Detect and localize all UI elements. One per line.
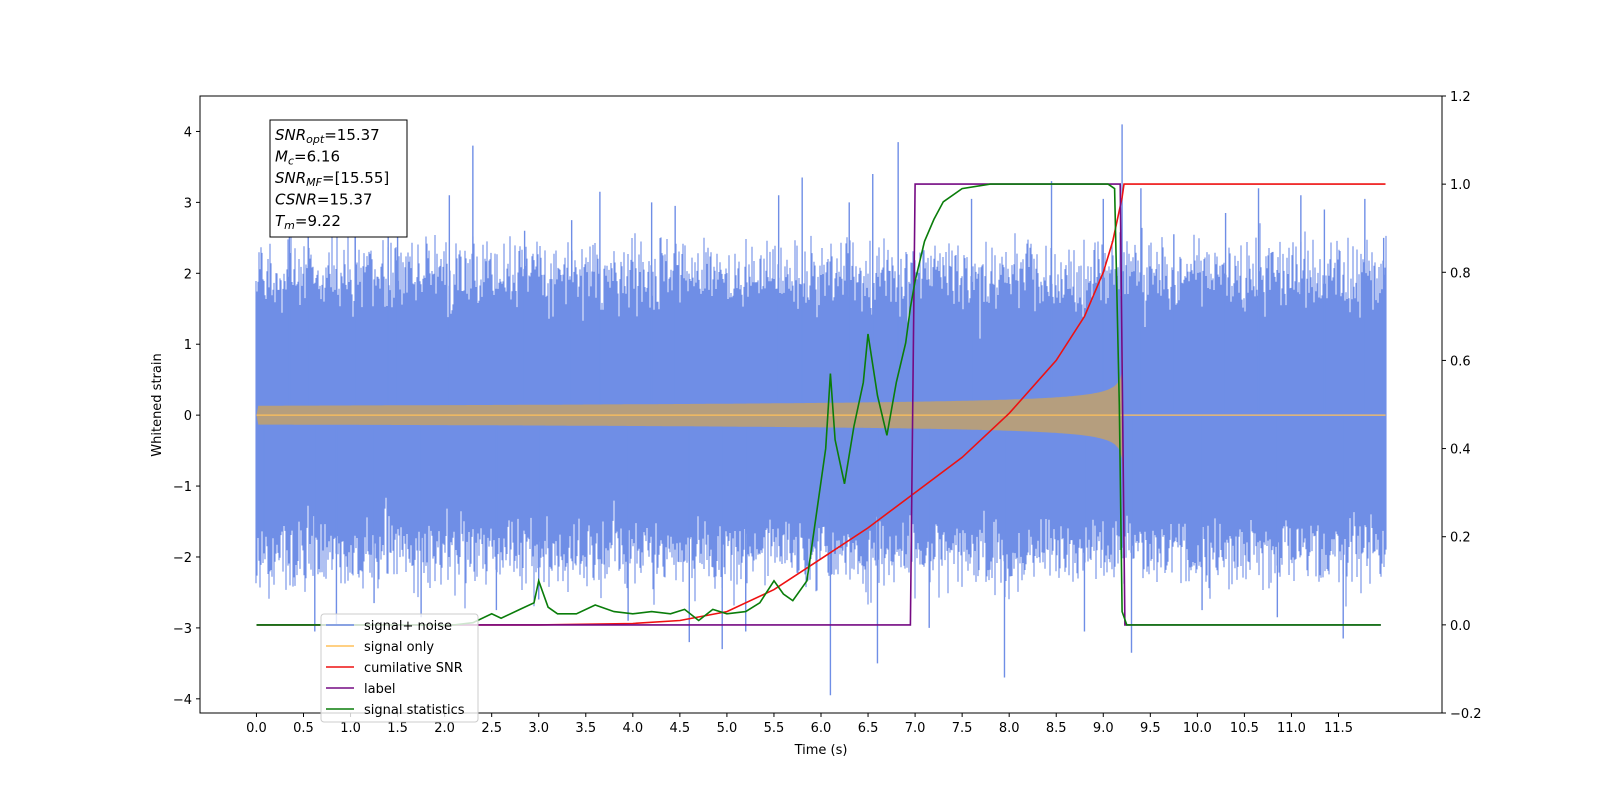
x-tick-label: 6.0 — [811, 721, 832, 736]
x-tick-label: 1.0 — [340, 721, 361, 736]
x-tick-label: 1.5 — [387, 721, 408, 736]
legend-label: cumilative SNR — [364, 661, 463, 676]
legend-label: signal only — [364, 640, 434, 655]
x-tick-label: 9.0 — [1093, 721, 1114, 736]
line-cumilative-snr — [256, 183, 1386, 626]
x-tick-label: 7.0 — [905, 721, 926, 736]
x-tick-label: 11.0 — [1277, 721, 1306, 736]
right-y-tick-label: 0.8 — [1450, 266, 1471, 281]
left-y-tick-label: −3 — [173, 622, 192, 637]
line-signal-statistics — [256, 183, 1381, 626]
x-tick-label: 0.0 — [246, 721, 267, 736]
right-y-axis-ticks: 1.2 1.0 0.8 0.6 0.4 0.2 0.0 −0.2 — [1442, 90, 1482, 722]
x-tick-label: 0.5 — [293, 721, 314, 736]
x-tick-label: 5.0 — [717, 721, 738, 736]
annotation-line: Mc=6.16 — [275, 148, 340, 168]
right-y-tick-label: 0.6 — [1450, 354, 1471, 369]
y-axis-label: Whitened strain — [150, 353, 165, 456]
x-tick-label: 4.5 — [670, 721, 691, 736]
left-y-tick-label: −4 — [173, 693, 192, 708]
series-right-axis-lines — [256, 183, 1386, 626]
x-tick-label: 3.0 — [528, 721, 549, 736]
right-y-tick-label: 1.2 — [1450, 90, 1471, 105]
x-tick-label: 3.5 — [575, 721, 596, 736]
legend-label: signal statistics — [364, 703, 465, 718]
left-y-tick-label: 3 — [184, 196, 192, 211]
annotation-line: CSNR=15.37 — [275, 191, 372, 209]
x-tick-label: 7.5 — [952, 721, 973, 736]
right-y-tick-label: 1.0 — [1450, 178, 1471, 193]
annotation-line: SNRMF=[15.55] — [275, 169, 389, 189]
left-y-tick-label: −1 — [173, 480, 192, 495]
right-y-tick-label: 0.2 — [1450, 531, 1471, 546]
x-axis-ticks: 0.0 0.5 1.0 1.5 2.0 2.5 3.0 3.5 4.0 4.5 5.0 5.5 6.0 6… — [246, 713, 1353, 736]
x-axis-label: Time (s) — [794, 743, 848, 758]
x-tick-label: 2.5 — [481, 721, 502, 736]
series-signal-only — [256, 347, 1386, 483]
right-y-tick-label: 0.4 — [1450, 443, 1471, 458]
right-y-tick-label: 0.0 — [1450, 619, 1471, 634]
left-y-tick-label: −2 — [173, 551, 192, 566]
legend-label: signal+ noise — [364, 619, 452, 634]
legend-frame — [320, 613, 479, 723]
left-y-tick-label: 1 — [184, 338, 192, 353]
series-signal-noise — [255, 124, 1387, 696]
right-y-tick-label: −0.2 — [1450, 707, 1482, 722]
x-tick-label: 8.0 — [999, 721, 1020, 736]
x-tick-label: 10.5 — [1230, 721, 1259, 736]
annotation-frame — [269, 119, 408, 238]
x-tick-label: 5.5 — [764, 721, 785, 736]
x-tick-label: 4.0 — [622, 721, 643, 736]
legend-label: label — [364, 682, 395, 697]
left-y-tick-label: 2 — [184, 267, 192, 282]
annotation-line: SNRopt=15.37 — [275, 126, 380, 146]
x-tick-label: 11.5 — [1324, 721, 1353, 736]
x-tick-label: 2.0 — [434, 721, 455, 736]
left-y-axis-ticks: 4 3 2 1 0 −1 −2 −3 −4 — [173, 125, 200, 708]
left-y-tick-label: 0 — [184, 409, 192, 424]
x-tick-label: 6.5 — [858, 721, 879, 736]
x-tick-label: 10.0 — [1183, 721, 1212, 736]
legend: signal+ noise signal only cumilative SNR la… — [320, 613, 479, 723]
x-tick-label: 8.5 — [1046, 721, 1067, 736]
annotation-line: Tm=9.22 — [275, 212, 341, 232]
x-tick-label: 9.5 — [1140, 721, 1161, 736]
left-y-tick-label: 4 — [184, 125, 192, 140]
